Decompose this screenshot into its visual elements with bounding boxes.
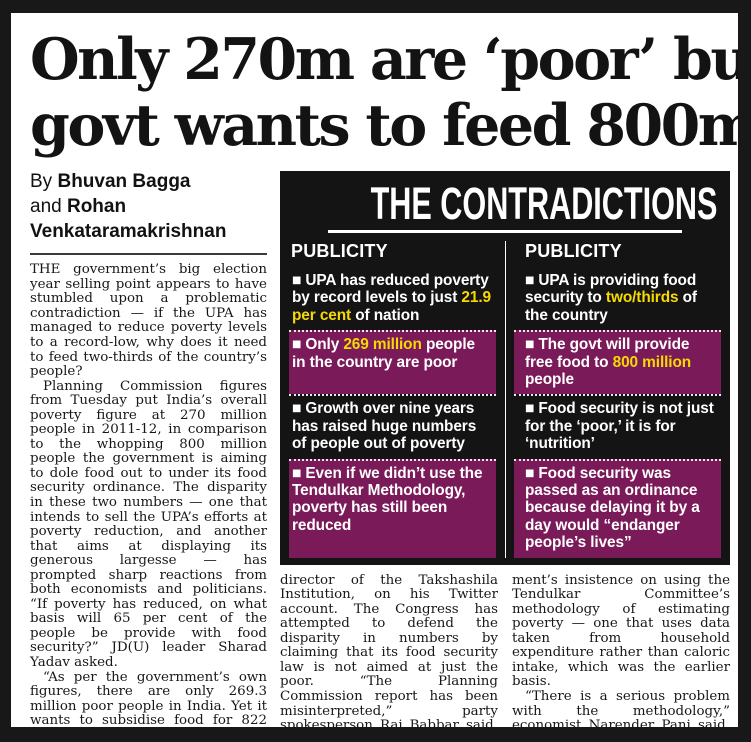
headline-line-2: govt wants to feed 800m	[30, 92, 738, 160]
bullet-square-icon: ■	[525, 339, 535, 351]
bullet-square-icon: ■	[292, 467, 302, 479]
lower-columns: director of the Takshashila Institution,…	[280, 572, 730, 727]
item-text: Food security was passed as an ordinance…	[525, 464, 700, 552]
article-paragraph: director of the Takshashila Institution,…	[280, 572, 498, 727]
column-right: ment’s insistence on using the Tendulkar…	[512, 572, 730, 727]
article-paragraph: “As per the government’s own figures, th…	[30, 669, 267, 727]
contradiction-item-right-4: ■ Food security was passed as an ordinanc…	[514, 458, 721, 558]
bullet-square-icon: ■	[525, 403, 535, 415]
author-name-2-first: Rohan	[66, 196, 127, 218]
contradiction-item-right-2: ■ The govt will provide free food to 800 …	[514, 330, 721, 395]
item-text: people	[525, 370, 574, 388]
publicity-header-left: PUBLICITY	[291, 241, 388, 262]
item-text: UPA has reduced poverty by record levels…	[292, 271, 489, 307]
column-divider-line	[505, 241, 506, 558]
item-text: Food security is not just for the ‘poor,…	[525, 400, 714, 453]
contradictions-box: THE CONTRADICTIONS PUBLICITY PUBLICITY ■…	[280, 171, 730, 565]
box-title-underline	[327, 230, 683, 234]
headline: Only 270m are ‘poor’ but govt wants to f…	[30, 26, 738, 160]
contradictions-grid: PUBLICITY PUBLICITY ■ UPA has reduced pov…	[289, 239, 721, 558]
byline-line: Venkataramakrishnan	[30, 219, 267, 244]
bullet-square-icon: ■	[525, 467, 535, 479]
publicity-header-right: PUBLICITY	[525, 241, 622, 262]
bullet-square-icon: ■	[292, 339, 302, 351]
bullet-square-icon: ■	[292, 274, 302, 286]
headline-line-1: Only 270m are ‘poor’ but	[30, 26, 738, 93]
bullet-square-icon: ■	[525, 274, 535, 286]
column-middle: director of the Takshashila Institution,…	[280, 572, 498, 727]
contradiction-item-left-4: ■ Even if we didn’t use the Tendulkar Met…	[289, 458, 496, 558]
box-title-wrap: THE CONTRADICTIONS	[289, 181, 721, 227]
item-highlight: 269 million	[343, 336, 422, 354]
contradiction-item-left-2: ■ Only 269 million people in the country …	[289, 330, 496, 395]
item-text: Growth over nine years has raised huge n…	[292, 400, 477, 453]
article-paragraph: ment’s insistence on using the Tendulkar…	[512, 572, 730, 690]
byline-and: and	[30, 196, 62, 218]
item-text: of the country	[525, 289, 697, 324]
byline-line: By Bhuvan Bagga	[30, 169, 267, 194]
article-paragraph: Planning Commission figures from Tuesday…	[30, 378, 267, 670]
author-name-1: Bhuvan Bagga	[57, 171, 191, 193]
byline: By Bhuvan Bagga and Rohan Venkataramakri…	[30, 169, 267, 244]
item-highlight: 21.9 per cent	[292, 289, 491, 324]
byline-divider	[30, 253, 267, 256]
contradiction-item-right-1: ■ UPA is providing food security to two/t…	[514, 268, 721, 330]
item-text: people in the country are poor	[292, 336, 475, 371]
item-highlight: two/thirds	[605, 289, 679, 307]
byline-line: and Rohan	[30, 194, 267, 219]
newspaper-page: Only 270m are ‘poor’ but govt wants to f…	[11, 13, 738, 727]
item-text: Even if we didn’t use the Tendulkar Meth…	[292, 464, 483, 534]
item-text: of nation	[351, 306, 420, 324]
contradiction-item-left-1: ■ UPA has reduced poverty by record level…	[289, 268, 496, 330]
contradiction-item-left-3: ■ Growth over nine years has raised huge …	[289, 394, 496, 458]
item-text: Only	[305, 336, 344, 354]
column-left: By Bhuvan Bagga and Rohan Venkataramakri…	[30, 167, 267, 727]
item-highlight: 800 million	[612, 353, 692, 371]
item-text: UPA is providing food security to	[525, 271, 697, 307]
right-area: THE CONTRADICTIONS PUBLICITY PUBLICITY ■…	[280, 167, 730, 727]
article-paragraph: THE government’s big election year selli…	[30, 262, 267, 380]
article-body: By Bhuvan Bagga and Rohan Venkataramakri…	[30, 167, 730, 727]
item-text: The govt will provide free food to	[525, 336, 690, 371]
author-name-2-last: Venkataramakrishnan	[30, 221, 227, 243]
article-paragraph: “There is a serious problem with the met…	[512, 688, 730, 727]
byline-prefix: By	[30, 171, 53, 193]
bullet-square-icon: ■	[292, 403, 302, 415]
box-title: THE CONTRADICTIONS	[370, 178, 718, 230]
contradiction-item-right-3: ■ Food security is not just for the ‘poor…	[514, 394, 721, 458]
